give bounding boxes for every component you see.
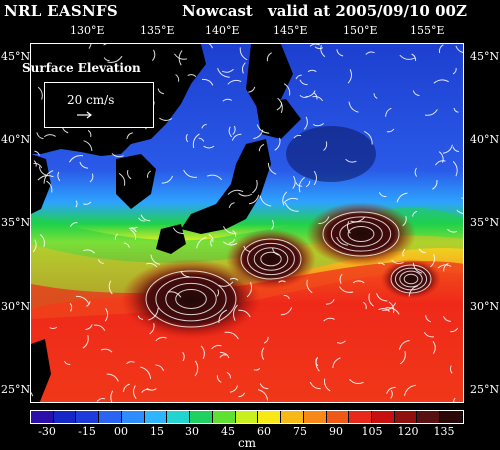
lat-label-35-right: 35°N bbox=[470, 216, 499, 229]
colorbar-swatch bbox=[440, 411, 463, 423]
colorbar-swatch bbox=[372, 411, 395, 423]
cb-tick-2: 00 bbox=[114, 425, 128, 438]
colorbar-swatch bbox=[167, 411, 190, 423]
colorbar-swatch bbox=[190, 411, 213, 423]
colorbar-swatch bbox=[236, 411, 259, 423]
lat-label-45-right: 45°N bbox=[470, 50, 499, 63]
field-title: Surface Elevation bbox=[22, 61, 141, 75]
cb-tick-5: 45 bbox=[221, 425, 235, 438]
colorbar-swatch bbox=[122, 411, 145, 423]
valid-time: valid at 2005/09/10 00Z bbox=[268, 2, 467, 20]
lat-label-30-right: 30°N bbox=[470, 300, 499, 313]
colorbar-swatch bbox=[31, 411, 54, 423]
colorbar-swatch bbox=[258, 411, 281, 423]
colorbar-swatch bbox=[213, 411, 236, 423]
cb-tick-6: 60 bbox=[257, 425, 271, 438]
cb-tick-4: 30 bbox=[185, 425, 199, 438]
eddy-dark-2 bbox=[226, 229, 316, 289]
vector-scale-box: 20 cm/s bbox=[44, 82, 154, 128]
product-title: NRL EASNFS bbox=[4, 2, 118, 20]
colorbar-swatch bbox=[327, 411, 350, 423]
cb-tick-7: 75 bbox=[293, 425, 307, 438]
lat-label-30-left: 30°N bbox=[1, 300, 30, 313]
colorbar-swatch bbox=[349, 411, 372, 423]
colorbar-swatch bbox=[99, 411, 122, 423]
lat-label-25-left: 25°N bbox=[1, 383, 30, 396]
lon-label-135: 135°E bbox=[140, 24, 175, 37]
lon-label-150: 150°E bbox=[343, 24, 378, 37]
colorbar-swatch bbox=[395, 411, 418, 423]
colorbar-swatch bbox=[54, 411, 77, 423]
vector-scale-label: 20 cm/s bbox=[67, 93, 114, 107]
colorbar-swatch bbox=[76, 411, 99, 423]
lat-label-40-left: 40°N bbox=[1, 133, 30, 146]
cb-tick-3: 15 bbox=[150, 425, 164, 438]
colorbar-swatch bbox=[281, 411, 304, 423]
colorbar-unit: cm bbox=[238, 436, 256, 450]
lon-label-155: 155°E bbox=[410, 24, 445, 37]
colorbar-swatch bbox=[145, 411, 168, 423]
lon-label-145: 145°E bbox=[273, 24, 308, 37]
colorbar bbox=[30, 410, 464, 424]
cb-tick-10: 120 bbox=[398, 425, 419, 438]
lat-label-40-right: 40°N bbox=[470, 133, 499, 146]
lat-label-35-left: 35°N bbox=[1, 216, 30, 229]
cb-tick-0: -30 bbox=[38, 425, 56, 438]
forecast-type: Nowcast bbox=[182, 2, 253, 20]
cb-tick-1: -15 bbox=[78, 425, 96, 438]
cb-tick-9: 105 bbox=[362, 425, 383, 438]
lat-label-25-right: 25°N bbox=[470, 383, 499, 396]
scale-arrow-icon bbox=[77, 111, 117, 119]
colorbar-swatch bbox=[417, 411, 440, 423]
lon-label-130: 130°E bbox=[70, 24, 105, 37]
colorbar-swatch bbox=[304, 411, 327, 423]
cold-eddy-1 bbox=[286, 126, 376, 182]
lon-label-140: 140°E bbox=[205, 24, 240, 37]
cb-tick-11: 135 bbox=[434, 425, 455, 438]
cb-tick-8: 90 bbox=[329, 425, 343, 438]
